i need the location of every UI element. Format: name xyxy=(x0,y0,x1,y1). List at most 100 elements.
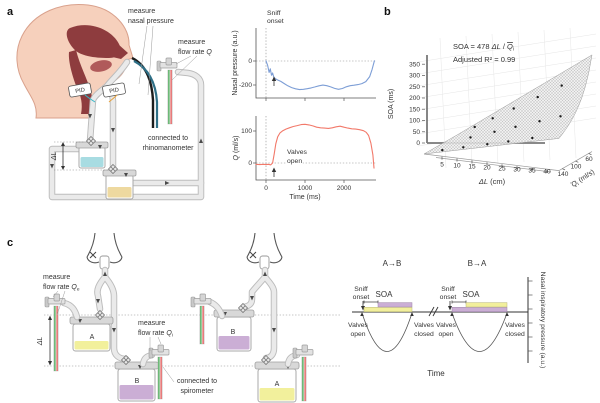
time-axis-label: Time (ms) xyxy=(289,194,320,201)
soa-label: SOA xyxy=(376,290,394,299)
bottle-b-right: B xyxy=(213,303,255,352)
leader-line xyxy=(147,25,154,96)
leader-line xyxy=(157,336,162,345)
sniff-onset-label: Sniff xyxy=(354,286,368,293)
xtick: 10 xyxy=(453,163,461,170)
xtick: 0 xyxy=(264,185,268,192)
sniff-trace xyxy=(451,312,508,352)
nasal-pressure-trace xyxy=(265,60,375,91)
pid-controller-left: PID xyxy=(68,82,92,98)
y-tubes-right xyxy=(240,266,278,362)
y-tubes-left xyxy=(94,266,130,363)
nasal-pressure-axis-label: Nasal pressure (a.u.) xyxy=(232,30,239,95)
r-squared-label: Adjusted R² = 0.99 xyxy=(453,55,515,64)
airway-upper xyxy=(66,25,121,59)
throat xyxy=(68,50,92,114)
data-point xyxy=(441,148,444,152)
ztick: 140 xyxy=(558,171,569,178)
stimulus-b-bar xyxy=(377,302,413,308)
ytick: 300 xyxy=(409,73,420,80)
ytick: 100 xyxy=(409,118,420,125)
valves-closed-label: Valves xyxy=(505,322,525,329)
panel-a: a xyxy=(7,3,376,201)
data-point xyxy=(507,140,510,143)
valve-open-marker xyxy=(271,167,277,177)
trial-b-to-a: Sniff onset SOA Valves open Valves close… xyxy=(436,286,526,352)
ytick: 0 xyxy=(416,140,420,147)
data-point xyxy=(538,120,541,123)
valves-open-annotation: Valves xyxy=(287,149,307,156)
xtick: 5 xyxy=(440,162,444,169)
rhinomanometer-tubes xyxy=(131,56,159,128)
panel-c: c ΔL xyxy=(7,232,546,403)
leader-line xyxy=(52,290,59,298)
connected-spiro-label: connected to xyxy=(177,378,217,385)
regression-surface-mesh xyxy=(423,54,593,155)
xtick: 20 xyxy=(483,165,491,172)
ytick: 350 xyxy=(409,61,420,68)
leader-line xyxy=(175,55,192,65)
bottle-letter: A xyxy=(90,334,95,341)
xtick: 2000 xyxy=(337,185,352,192)
data-point xyxy=(462,146,465,149)
dl-axis: 5 10 15 20 25 30 35 40 ΔL (cm) xyxy=(440,156,551,186)
pid-label: PID xyxy=(75,87,86,95)
axis-break-icon xyxy=(428,306,439,317)
sensor-striped-tube xyxy=(199,305,205,345)
cyan-liquid xyxy=(80,157,104,167)
data-point xyxy=(536,95,539,99)
sniff-trace xyxy=(361,312,413,352)
flow-sensor-icon xyxy=(148,344,170,359)
flow-axis-label: Q (ml/s) xyxy=(233,136,240,161)
valves-open-label2: open xyxy=(438,331,453,338)
sensor-striped-tube xyxy=(167,69,173,125)
condition-a-to-b: A→B xyxy=(383,259,402,268)
valves-open-label: Valves xyxy=(436,322,456,329)
leader-line xyxy=(56,290,66,316)
bottle-letter: B xyxy=(231,329,236,336)
bottle-a-right: A xyxy=(254,355,300,403)
delta-l-indicator-c: ΔL xyxy=(37,315,52,366)
xtick: 25 xyxy=(498,166,506,173)
data-point xyxy=(514,125,517,128)
measure-qi-label2: flow rate Qi xyxy=(138,330,173,339)
panel-a-label: a xyxy=(7,6,14,18)
occluded-nostril-x-icon xyxy=(249,251,257,259)
onset-marker xyxy=(271,76,277,86)
sensor-striped-tube xyxy=(301,356,307,402)
delta-l-indicator-a: ΔL xyxy=(51,141,108,171)
xtick: 1000 xyxy=(298,185,313,192)
liquid-b xyxy=(218,336,250,350)
panel-b: b SOA = 478 xyxy=(384,6,597,189)
sniff-onset-label2: onset xyxy=(440,294,457,301)
data-point xyxy=(560,84,563,87)
ytick: 0 xyxy=(248,58,252,65)
valves-open-annotation2: open xyxy=(287,158,302,165)
connected-rhino-label: connected to xyxy=(148,135,188,142)
xtick: 40 xyxy=(543,169,551,176)
pressure-axis-label: Nasal inspiratory pressure (a.u.) xyxy=(539,272,546,369)
soa-label: SOA xyxy=(463,290,481,299)
equation-label: SOA = 478 ΔL / Qi xyxy=(453,42,514,53)
connected-rhino-label2: rhinomanometer xyxy=(143,145,195,152)
pid-controller-right: PID xyxy=(102,82,126,98)
q-axis: 140 100 60 Qi (ml/s) xyxy=(558,153,596,189)
pressure-axis: Nasal inspiratory pressure (a.u.) xyxy=(527,272,546,369)
data-point xyxy=(473,125,476,129)
ytick: 50 xyxy=(413,129,421,136)
soa-axis-label: SOA (ms) xyxy=(388,89,395,119)
panel-b-label: b xyxy=(384,6,391,18)
chart-nasal-pressure: Sniff onset 0 -200 Nasal pressure (a.u.) xyxy=(232,10,376,101)
chart-flow-rate: Valves open 100 0 0 1000 2000 Q (ml/s) T… xyxy=(233,116,376,201)
data-point xyxy=(469,136,472,139)
timing-diagram: A→B B→A Nasal inspiratory pressure (a.u.… xyxy=(348,259,546,378)
head-illustration xyxy=(16,3,134,119)
delta-l-label-c: ΔL xyxy=(37,337,44,347)
data-point xyxy=(491,117,494,120)
nose-icon xyxy=(86,232,123,264)
sensor-striped-tube xyxy=(53,305,59,372)
sniff-onset-annotation: Sniff xyxy=(267,10,281,17)
delta-l-label-a: ΔL xyxy=(51,152,58,162)
soa-axis: 0 50 100 150 200 250 300 350 SOA (ms) xyxy=(388,61,425,147)
ytick: 0 xyxy=(248,160,252,167)
